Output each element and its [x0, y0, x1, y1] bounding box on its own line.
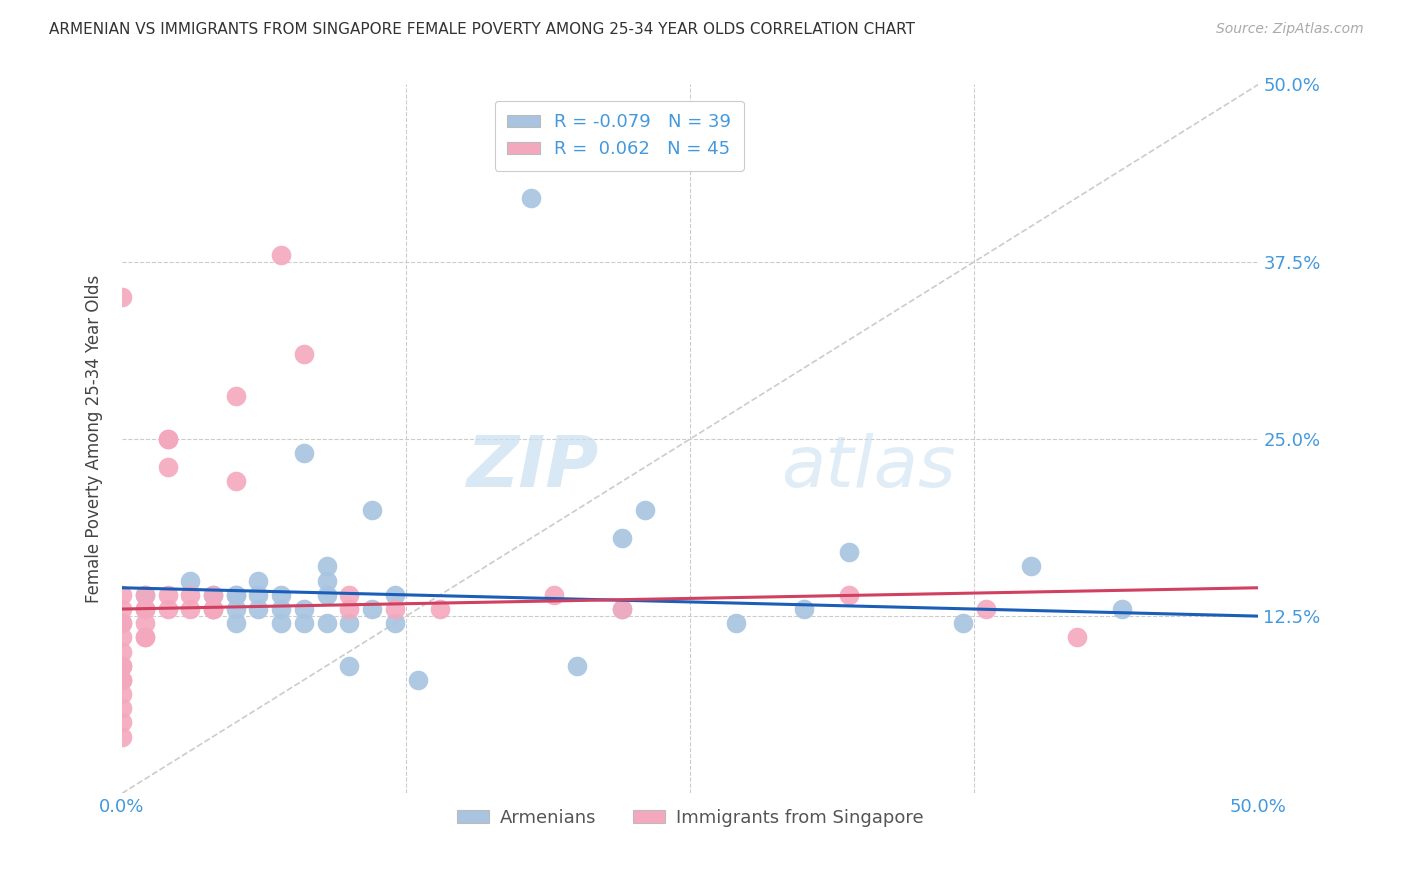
- Point: [201, 602, 224, 616]
- Point: [384, 588, 406, 602]
- Point: [270, 616, 292, 631]
- Point: [565, 658, 588, 673]
- Text: Source: ZipAtlas.com: Source: ZipAtlas.com: [1216, 22, 1364, 37]
- Point: [111, 730, 134, 744]
- Point: [270, 247, 292, 261]
- Point: [201, 602, 224, 616]
- Point: [793, 602, 815, 616]
- Point: [111, 673, 134, 687]
- Point: [156, 460, 179, 475]
- Point: [292, 347, 315, 361]
- Point: [156, 432, 179, 446]
- Point: [225, 588, 247, 602]
- Point: [134, 602, 156, 616]
- Point: [292, 446, 315, 460]
- Text: atlas: atlas: [782, 433, 956, 502]
- Point: [111, 631, 134, 645]
- Point: [111, 658, 134, 673]
- Y-axis label: Female Poverty Among 25-34 Year Olds: Female Poverty Among 25-34 Year Olds: [86, 275, 103, 603]
- Point: [201, 588, 224, 602]
- Point: [225, 588, 247, 602]
- Point: [610, 602, 633, 616]
- Point: [838, 588, 860, 602]
- Point: [111, 673, 134, 687]
- Point: [406, 673, 429, 687]
- Point: [111, 616, 134, 631]
- Point: [1066, 631, 1088, 645]
- Point: [1019, 559, 1042, 574]
- Point: [179, 574, 201, 588]
- Point: [361, 602, 384, 616]
- Point: [337, 588, 360, 602]
- Point: [111, 687, 134, 701]
- Point: [315, 559, 337, 574]
- Point: [610, 602, 633, 616]
- Point: [384, 602, 406, 616]
- Point: [111, 644, 134, 658]
- Point: [315, 616, 337, 631]
- Point: [134, 588, 156, 602]
- Point: [361, 503, 384, 517]
- Point: [201, 588, 224, 602]
- Point: [179, 602, 201, 616]
- Point: [201, 602, 224, 616]
- Point: [270, 588, 292, 602]
- Point: [134, 631, 156, 645]
- Point: [315, 574, 337, 588]
- Point: [156, 432, 179, 446]
- Text: ARMENIAN VS IMMIGRANTS FROM SINGAPORE FEMALE POVERTY AMONG 25-34 YEAR OLDS CORRE: ARMENIAN VS IMMIGRANTS FROM SINGAPORE FE…: [49, 22, 915, 37]
- Point: [225, 389, 247, 403]
- Point: [111, 701, 134, 715]
- Point: [724, 616, 747, 631]
- Point: [384, 616, 406, 631]
- Point: [429, 602, 451, 616]
- Point: [315, 588, 337, 602]
- Point: [974, 602, 997, 616]
- Point: [156, 602, 179, 616]
- Point: [134, 602, 156, 616]
- Point: [337, 602, 360, 616]
- Point: [634, 503, 657, 517]
- Point: [543, 588, 565, 602]
- Point: [111, 290, 134, 304]
- Point: [952, 616, 974, 631]
- Legend: Armenians, Immigrants from Singapore: Armenians, Immigrants from Singapore: [450, 802, 931, 834]
- Point: [337, 616, 360, 631]
- Point: [520, 191, 543, 205]
- Point: [111, 602, 134, 616]
- Point: [134, 602, 156, 616]
- Point: [134, 588, 156, 602]
- Point: [337, 658, 360, 673]
- Point: [247, 574, 270, 588]
- Point: [111, 588, 134, 602]
- Point: [270, 602, 292, 616]
- Point: [247, 602, 270, 616]
- Point: [1111, 602, 1133, 616]
- Point: [292, 616, 315, 631]
- Point: [610, 531, 633, 545]
- Point: [225, 602, 247, 616]
- Point: [292, 602, 315, 616]
- Point: [838, 545, 860, 559]
- Point: [111, 658, 134, 673]
- Point: [111, 715, 134, 730]
- Point: [179, 588, 201, 602]
- Point: [156, 588, 179, 602]
- Point: [134, 631, 156, 645]
- Point: [134, 616, 156, 631]
- Point: [225, 616, 247, 631]
- Text: ZIP: ZIP: [467, 433, 599, 502]
- Point: [247, 588, 270, 602]
- Point: [225, 475, 247, 489]
- Point: [111, 616, 134, 631]
